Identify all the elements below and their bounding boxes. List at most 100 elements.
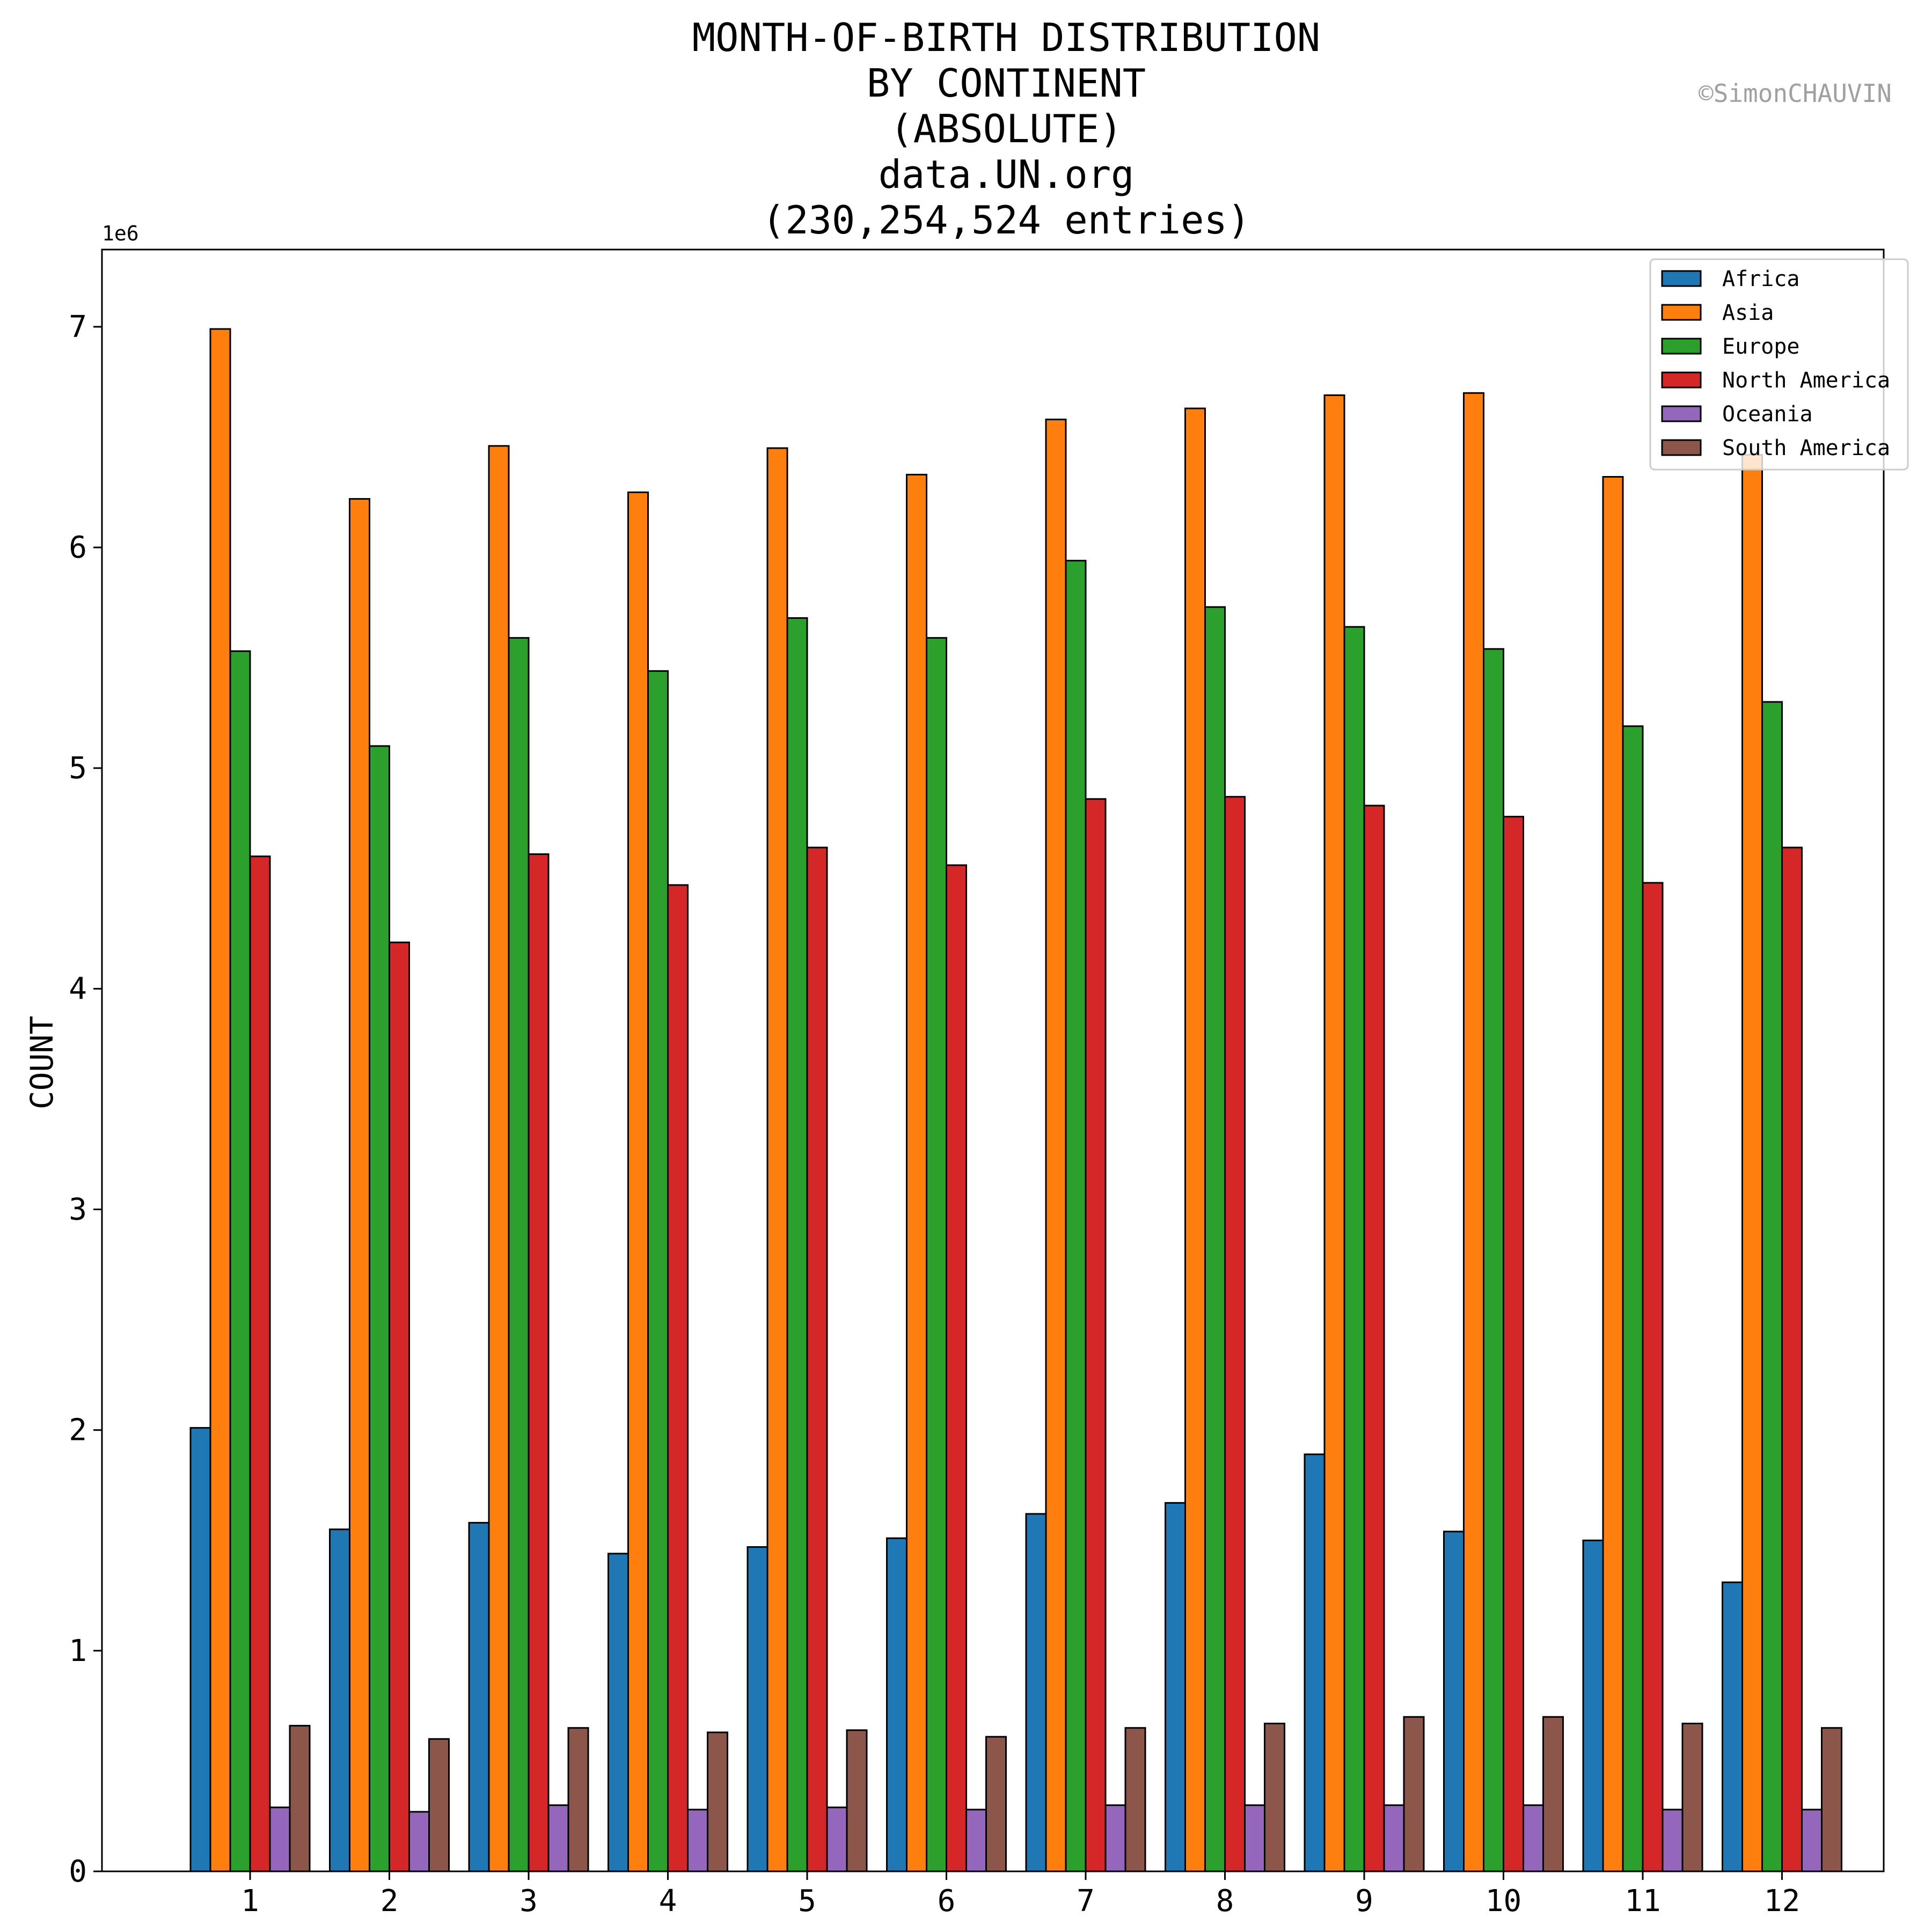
legend-label-oceania: Oceania [1722,402,1813,427]
bar-africa-month-7 [1025,1513,1047,1872]
legend-swatch-oceania [1661,405,1702,422]
bar-north-america-month-1 [249,855,271,1872]
bar-oceania-month-5 [826,1806,848,1872]
legend-label-europe: Europe [1722,334,1800,359]
bar-north-america-month-6 [946,864,967,1872]
bar-europe-month-12 [1761,701,1783,1872]
y-tick-label: 2 [69,1413,87,1448]
bar-south-america-month-7 [1124,1727,1146,1872]
legend-label-asia: Asia [1722,301,1774,325]
legend-label-north-america: North America [1722,368,1890,393]
x-tick-label: 7 [1077,1884,1095,1919]
bar-oceania-month-7 [1104,1804,1126,1872]
bar-north-america-month-11 [1642,882,1664,1872]
bar-europe-month-6 [926,637,947,1872]
bar-oceania-month-9 [1383,1804,1405,1872]
bar-europe-month-8 [1204,606,1226,1872]
bar-south-america-month-4 [707,1731,728,1872]
title-line-2: BY CONTINENT [867,61,1146,106]
bar-africa-month-8 [1165,1502,1186,1872]
x-axis-ticks: 1 2 3 4 5 6 7 8 9 10 11 12 [241,1871,1800,1919]
x-tick-label: 6 [938,1884,956,1919]
x-tick-label: 4 [659,1884,677,1919]
bar-europe-month-3 [508,637,530,1872]
title-line-3: (ABSOLUTE) [890,106,1122,151]
bars-layer [189,328,1842,1872]
bar-south-america-month-11 [1681,1723,1703,1872]
bar-africa-month-2 [329,1528,350,1872]
bar-oceania-month-3 [547,1804,569,1872]
y-tick-label: 7 [69,310,87,345]
bar-europe-month-2 [369,745,390,1872]
bar-asia-month-6 [906,473,927,1872]
x-tick-label: 12 [1764,1884,1800,1919]
x-tick-label: 3 [519,1884,538,1919]
bar-africa-month-9 [1304,1453,1326,1872]
y-axis-label: COUNT [24,1016,60,1110]
x-tick-label: 10 [1485,1884,1521,1919]
bar-oceania-month-4 [687,1809,708,1872]
legend-swatch-africa [1661,270,1702,287]
bar-asia-month-10 [1463,392,1484,1872]
bar-africa-month-10 [1443,1531,1465,1872]
bar-oceania-month-2 [408,1811,430,1872]
watermark: ©SimonCHAUVIN [1699,79,1892,108]
x-tick-label: 9 [1355,1884,1373,1919]
bar-south-america-month-6 [985,1736,1007,1872]
bar-africa-month-12 [1722,1581,1743,1872]
y-tick-label: 0 [69,1854,87,1889]
chart-title: MONTH-OF-BIRTH DISTRIBUTION BY CONTINENT… [692,15,1320,243]
bar-south-america-month-12 [1821,1727,1842,1872]
x-tick-label: 8 [1216,1884,1234,1919]
bar-europe-month-9 [1343,626,1365,1872]
bar-africa-month-5 [747,1546,769,1872]
y-tick-label: 1 [69,1634,87,1668]
bar-africa-month-11 [1582,1539,1604,1872]
legend-frame [1649,258,1909,471]
bar-africa-month-3 [468,1521,490,1872]
bar-north-america-month-9 [1363,804,1385,1872]
bar-asia-month-9 [1323,394,1345,1872]
bar-europe-month-4 [647,670,669,1872]
title-line-4: data.UN.org [879,152,1135,197]
bar-asia-month-3 [488,445,510,1872]
y-tick-label: 6 [69,530,87,565]
bar-asia-month-2 [349,498,370,1872]
title-line-1: MONTH-OF-BIRTH DISTRIBUTION [692,15,1320,60]
legend-swatch-south-america [1661,439,1702,456]
y-axis-offset-label: 1e6 [102,222,139,245]
bar-north-america-month-7 [1085,798,1107,1872]
bar-africa-month-6 [886,1537,908,1872]
y-tick-label: 3 [69,1192,87,1227]
x-tick-label: 2 [380,1884,399,1919]
bar-asia-month-11 [1602,476,1624,1872]
x-tick-label: 11 [1624,1884,1660,1919]
legend-swatch-europe [1661,338,1702,355]
bar-asia-month-7 [1045,419,1067,1872]
bar-south-america-month-1 [289,1725,311,1872]
bar-asia-month-12 [1741,453,1763,1872]
bar-europe-month-11 [1622,725,1644,1872]
bar-north-america-month-12 [1781,846,1803,1872]
bar-europe-month-1 [229,650,251,1872]
bar-asia-month-1 [209,328,231,1872]
bar-africa-month-4 [608,1553,629,1872]
bar-oceania-month-8 [1244,1804,1265,1872]
y-tick-label: 4 [69,971,87,1006]
bar-europe-month-7 [1065,560,1087,1872]
bar-north-america-month-4 [667,884,689,1872]
bar-asia-month-5 [766,447,788,1872]
bar-south-america-month-8 [1264,1723,1285,1872]
bar-south-america-month-3 [567,1727,589,1872]
plot-frame [101,248,1885,1872]
y-tick-label: 5 [69,751,87,786]
bar-oceania-month-12 [1801,1809,1823,1872]
bar-north-america-month-8 [1224,796,1246,1872]
bar-europe-month-5 [786,617,808,1872]
x-tick-label: 1 [241,1884,259,1919]
bar-europe-month-10 [1483,648,1504,1872]
bar-south-america-month-9 [1403,1716,1425,1872]
bar-africa-month-1 [189,1427,211,1872]
